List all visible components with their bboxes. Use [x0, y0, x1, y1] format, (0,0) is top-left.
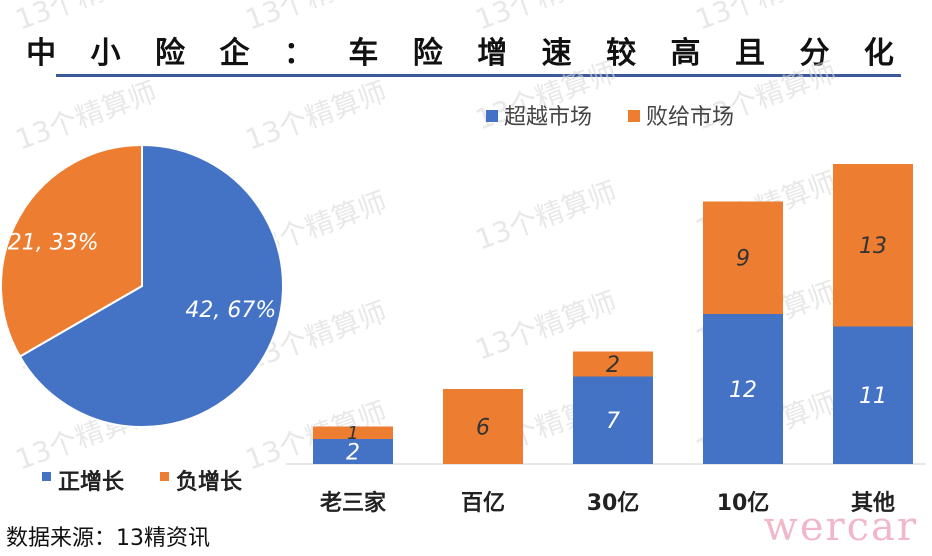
- legend-swatch: [628, 110, 640, 122]
- pie-legend-label: 正增长: [58, 469, 125, 495]
- chart-title: 中 小 险 企 ： 车 险 增 速 较 高 且 分 化: [26, 36, 906, 71]
- bar-legend-label: 超越市场: [504, 105, 592, 130]
- bar-legend-label: 败给市场: [646, 105, 734, 130]
- watermark-text: 13个精算师: [471, 0, 621, 37]
- bar-legend: 超越市场 败给市场: [486, 105, 734, 130]
- bar-beat-market: [703, 314, 783, 464]
- watermark-text: 13个精算师: [241, 0, 391, 37]
- x-tick-label: 百亿: [461, 491, 505, 516]
- bar-beat-market: [833, 326, 913, 464]
- legend-swatch: [42, 472, 51, 481]
- pie-legend-label: 负增长: [176, 469, 243, 495]
- pie-legend: 正增长 负增长: [42, 469, 243, 495]
- x-tick-label: 老三家: [319, 490, 387, 516]
- bar-data-label: 1: [347, 423, 358, 444]
- bar-data-label: 13: [859, 234, 887, 259]
- pie-slice-negative-growth: [0, 143, 143, 358]
- bar-lose-market: [313, 426, 393, 439]
- x-tick-label: 10亿: [717, 491, 770, 516]
- bar-beat-market: [573, 376, 653, 464]
- watermark-text: 13个精算师: [471, 175, 621, 257]
- x-tick-label: 30亿: [587, 491, 640, 516]
- pie-data-label: 21, 33%: [8, 230, 99, 255]
- bar-data-label: 12: [729, 378, 757, 403]
- bar-data-label: 9: [736, 247, 750, 272]
- bar-data-label: 11: [859, 384, 887, 409]
- bar-lose-market: [703, 201, 783, 314]
- bar-data-label: 2: [346, 440, 360, 465]
- bar-lose-market: [833, 164, 913, 327]
- legend-swatch: [160, 472, 169, 481]
- bar-data-label: 7: [606, 409, 620, 434]
- brand-watermark: wercar: [763, 504, 918, 550]
- bar-data-label: 6: [476, 415, 490, 440]
- bar-beat-market: [313, 439, 393, 464]
- pie-data-label: 42, 67%: [185, 298, 276, 323]
- data-source-note: 数据来源：13精资讯: [6, 526, 210, 551]
- bar-data-label: 2: [606, 353, 620, 378]
- watermark-text: 13个精算师: [241, 75, 391, 157]
- watermark-text: 13个精算师: [11, 0, 161, 37]
- watermark-text: 13个精算师: [691, 0, 841, 37]
- bar-lose-market: [573, 351, 653, 377]
- pie-chart: 42, 67% 21, 33%: [0, 143, 284, 428]
- pie-slice-positive-growth: [18, 143, 284, 428]
- x-tick-label: 其他: [851, 491, 895, 516]
- title-underline: [56, 74, 901, 77]
- bar-lose-market: [443, 389, 523, 464]
- legend-swatch: [486, 110, 498, 122]
